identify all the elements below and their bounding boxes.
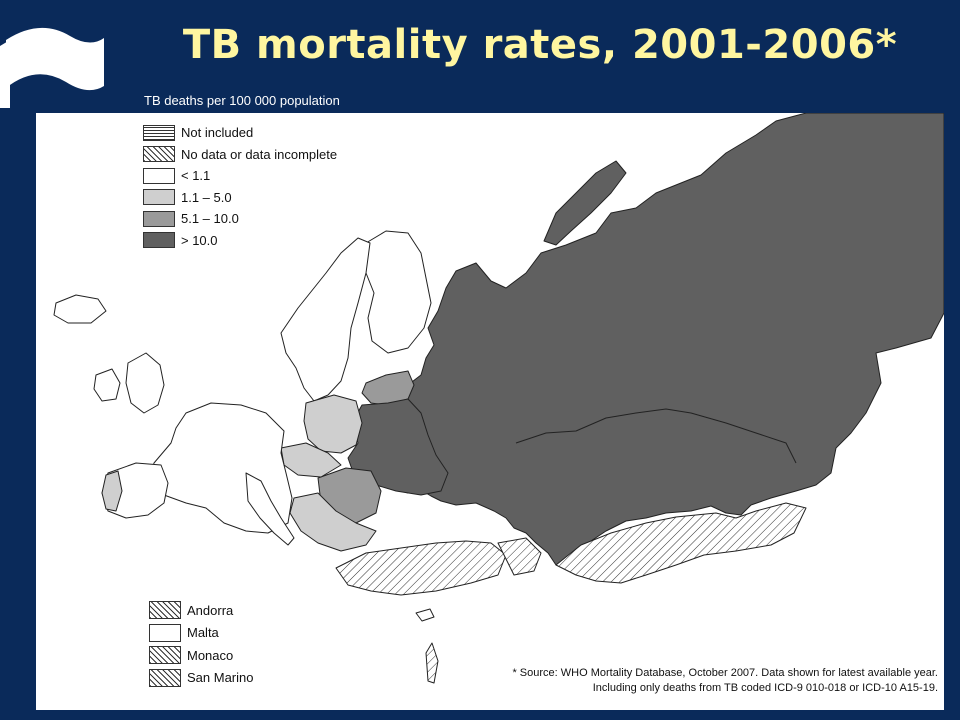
legend-item: > 10.0 (143, 230, 337, 252)
header-bar (0, 0, 960, 113)
legend-label: No data or data incomplete (181, 146, 338, 162)
map-legend: Not included No data or data incomplete … (143, 122, 337, 251)
map-subtitle: TB deaths per 100 000 population (144, 93, 340, 108)
region-finland (365, 230, 432, 354)
legend-item: Not included (143, 122, 337, 144)
region-scandinavia (280, 237, 371, 402)
region-balkans (289, 492, 377, 552)
microstate-swatch (149, 623, 181, 642)
source-line-2: Including only deaths from TB coded ICD-… (592, 682, 938, 694)
region-portugal (101, 470, 123, 512)
region-belarus-ukraine (347, 398, 449, 496)
microstates-legend: Andorra Malta Monaco San Marino (149, 599, 253, 689)
legend-swatch (143, 189, 175, 206)
microstate-swatch (149, 646, 181, 665)
map-svg (53, 113, 944, 684)
bottom-frame (0, 710, 960, 720)
left-frame (0, 0, 36, 720)
microstate-label: Monaco (187, 647, 234, 663)
microstate-item: Malta (149, 622, 253, 645)
right-frame (944, 0, 960, 720)
region-central-asia-south (555, 502, 807, 584)
source-line-1: * Source: WHO Mortality Database, Octobe… (512, 667, 938, 679)
flag-logo-icon (0, 27, 104, 108)
legend-label: < 1.1 (181, 168, 211, 184)
page-title: TB mortality rates, 2001-2006* (182, 22, 898, 68)
legend-item: < 1.1 (143, 165, 337, 187)
source-note: * Source: WHO Mortality Database, Octobe… (378, 666, 938, 696)
region-russia-central-asia (350, 113, 944, 566)
region-israel (425, 642, 439, 684)
legend-item: 1.1 – 5.0 (143, 187, 337, 209)
legend-swatch (143, 232, 175, 249)
legend-item: 5.1 – 10.0 (143, 208, 337, 230)
microstate-label: Andorra (187, 602, 234, 618)
microstate-label: Malta (187, 625, 219, 641)
region-iceland (53, 294, 107, 324)
legend-swatch (143, 167, 175, 184)
microstate-swatch (149, 601, 181, 620)
region-cyprus (415, 608, 435, 622)
legend-label: 5.1 – 10.0 (181, 211, 239, 227)
region-uk (125, 352, 165, 414)
region-italy (245, 472, 295, 546)
microstate-item: Andorra (149, 599, 253, 622)
microstate-item: Monaco (149, 644, 253, 667)
region-turkey (335, 540, 507, 596)
microstate-label: San Marino (187, 670, 254, 686)
map-panel: Not included No data or data incomplete … (36, 113, 944, 710)
microstate-swatch (149, 668, 181, 687)
region-caucasus (497, 537, 542, 576)
legend-swatch (143, 124, 175, 141)
microstate-item: San Marino (149, 667, 253, 690)
legend-label: > 10.0 (181, 232, 218, 248)
legend-swatch (143, 210, 175, 227)
region-kazakhstan-border (515, 408, 797, 464)
region-ireland (93, 368, 121, 402)
legend-item: No data or data incomplete (143, 144, 337, 166)
legend-label: 1.1 – 5.0 (181, 189, 232, 205)
legend-label: Not included (181, 125, 254, 141)
region-central-europe (280, 442, 342, 478)
legend-swatch (143, 146, 175, 163)
region-poland (303, 394, 363, 454)
region-novaya-zemlya (543, 160, 627, 246)
